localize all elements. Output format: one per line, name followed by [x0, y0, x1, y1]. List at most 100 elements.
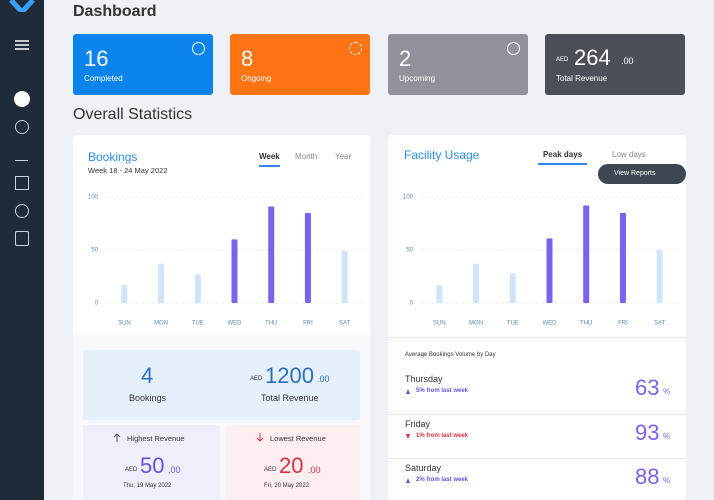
- day-row: Thursday 5% from last week 63%: [388, 370, 686, 414]
- x-tick-label: TUE: [507, 321, 519, 327]
- tab[interactable]: Week: [259, 152, 280, 167]
- decimals: .00: [621, 56, 634, 66]
- bar: [231, 239, 238, 303]
- card-value: 264: [574, 45, 611, 70]
- day-change: 2% from last week: [416, 477, 469, 483]
- nav-facilities[interactable]: [15, 120, 29, 134]
- y-tick-label: 100: [88, 195, 99, 201]
- nav-payments[interactable]: [15, 204, 29, 218]
- bookings-panel: Bookings Week 18 - 24 May 2022 Week Mont…: [73, 135, 370, 500]
- x-tick-label: SAT: [654, 321, 666, 327]
- x-tick-label: FRI: [303, 321, 313, 327]
- x-tick-label: SUN: [118, 321, 131, 327]
- trend-arrow: [406, 389, 410, 394]
- bar: [509, 273, 516, 303]
- tab[interactable]: Peak days: [538, 150, 588, 165]
- day-row: Friday 1% from last week 93%: [388, 414, 686, 459]
- panel-subtitle: Week 18 - 24 May 2022: [88, 166, 168, 175]
- card-value: 16: [84, 46, 109, 71]
- panel-title: Facility Usage: [404, 148, 480, 162]
- day-row: Saturday 2% from last week 88%: [388, 458, 686, 500]
- lowest-value: 20: [279, 453, 304, 478]
- stat-card[interactable]: 8 Ongoing: [230, 34, 370, 95]
- tab[interactable]: Year: [335, 152, 352, 161]
- summary-area: 4 Bookings AED 1200 .00 Total Revenue Hi…: [73, 335, 370, 500]
- nav-reports[interactable]: [15, 176, 29, 190]
- nav-profile[interactable]: [15, 231, 29, 246]
- bar: [268, 206, 275, 303]
- highest-box: Highest Revenue AED 50 .00 Thu, 19 May 2…: [83, 425, 220, 500]
- y-tick-label: 100: [403, 195, 414, 201]
- x-tick-label: SUN: [433, 321, 446, 327]
- bar: [436, 284, 443, 303]
- bar: [583, 205, 590, 303]
- logo: [9, 0, 35, 12]
- panel-title: Bookings: [88, 150, 138, 164]
- down-arrow: [256, 433, 264, 442]
- day-unit: %: [663, 476, 671, 485]
- bar: [473, 263, 480, 303]
- highest-date: Thu, 19 May 2022: [123, 483, 172, 489]
- card-value: 8: [241, 46, 254, 71]
- trend-arrow: [406, 434, 410, 439]
- day-value: 88: [635, 464, 660, 489]
- y-tick-label: 0: [410, 301, 414, 307]
- facility-panel: Facility Usage Peak days Low days View R…: [388, 135, 686, 500]
- button-label: View Reports: [614, 170, 656, 177]
- trend-arrow: [406, 478, 410, 483]
- tab[interactable]: Month: [295, 152, 318, 161]
- card-value: 2: [399, 46, 412, 71]
- highest-label: Highest Revenue: [127, 434, 185, 443]
- page-title: Dashboard: [73, 3, 157, 20]
- view-reports-button[interactable]: View Reports: [598, 164, 686, 184]
- x-tick-label: THU: [265, 321, 277, 327]
- day-value: 63: [635, 375, 660, 400]
- up-arrow: [113, 433, 121, 442]
- bar: [194, 274, 201, 303]
- day-change: 5% from last week: [416, 388, 469, 394]
- card-label: Ongoing: [241, 74, 272, 83]
- lowest-label: Lowest Revenue: [270, 434, 326, 443]
- lowest-date: Fri, 20 May 2022: [264, 483, 310, 489]
- card-label: Completed: [84, 74, 123, 83]
- stat-card[interactable]: 16 Completed: [73, 34, 213, 95]
- facility-chart: 0 50 100 SUN MON TUE WED THU FRI SAT: [403, 195, 678, 327]
- bar: [121, 284, 128, 303]
- bar: [304, 212, 311, 303]
- bar: [158, 263, 165, 303]
- nav-dashboard[interactable]: [14, 91, 30, 107]
- y-tick-label: 50: [406, 248, 413, 254]
- x-tick-label: FRI: [618, 321, 628, 327]
- summary-box: 4 Bookings AED 1200 .00 Total Revenue: [83, 350, 360, 420]
- currency: AED: [264, 467, 277, 473]
- divider: [388, 337, 686, 338]
- card-icon: [507, 42, 520, 55]
- day-unit: %: [663, 387, 671, 396]
- day-name: Thursday: [405, 374, 443, 384]
- x-tick-label: SAT: [339, 321, 351, 327]
- bookings-chart: 0 50 100 SUN MON TUE WED THU FRI SAT: [88, 195, 363, 327]
- day-change: 1% from last week: [416, 433, 469, 439]
- decimals: .00: [317, 374, 330, 384]
- revenue-label: Total Revenue: [261, 393, 319, 403]
- day-name: Saturday: [405, 463, 442, 473]
- bar: [619, 212, 626, 303]
- menu-icon[interactable]: [14, 39, 30, 51]
- x-tick-label: WED: [543, 321, 558, 327]
- stat-card[interactable]: 2 Upcoming: [388, 34, 528, 95]
- bar: [656, 250, 663, 303]
- day-name: Friday: [405, 419, 431, 429]
- tab[interactable]: Low days: [612, 150, 646, 159]
- day-value: 93: [635, 420, 660, 445]
- y-tick-label: 50: [91, 248, 98, 254]
- x-tick-label: THU: [580, 321, 592, 327]
- nav-users[interactable]: [15, 148, 28, 161]
- stat-card[interactable]: AED 264 .00 Total Revenue: [545, 34, 685, 95]
- x-tick-label: WED: [228, 321, 243, 327]
- currency: AED: [556, 57, 569, 63]
- decimals: .00: [308, 465, 321, 475]
- x-tick-label: MON: [154, 321, 168, 327]
- y-tick-label: 0: [95, 301, 99, 307]
- currency: AED: [125, 467, 138, 473]
